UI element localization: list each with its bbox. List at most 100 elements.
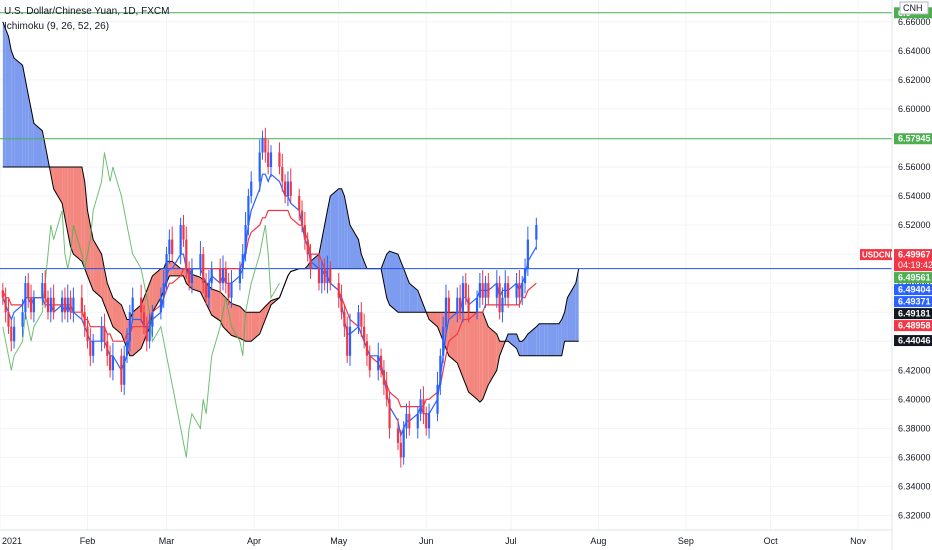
cloud-segment-4 xyxy=(14,58,23,167)
candle-body-134 xyxy=(526,239,529,269)
candle-3 xyxy=(10,319,13,352)
candle-84 xyxy=(329,261,332,291)
candle-body-51 xyxy=(202,254,205,284)
candle-119 xyxy=(467,284,470,323)
candle-body-113 xyxy=(444,297,448,327)
candle-body-1 xyxy=(4,297,7,313)
candle-51 xyxy=(202,246,205,294)
candle-body-24 xyxy=(92,341,95,356)
cloud-segment-9 xyxy=(33,123,43,167)
time-axis[interactable]: 2021 Feb Mar Apr May Jun Jul Aug Sep Oct Nov xyxy=(0,529,892,546)
candle-body-23 xyxy=(89,341,92,356)
candle-body-94 xyxy=(368,355,371,371)
symbol-tag-label: USDCNH xyxy=(862,251,896,260)
symbol-badge-bg xyxy=(899,1,929,15)
symbol-badge-text: CNH xyxy=(903,3,923,13)
price-tick-label-9: 6.48000 xyxy=(898,278,931,288)
candle-body-66 xyxy=(261,137,264,153)
cloud-segment-81 xyxy=(321,225,325,269)
candle-body-71 xyxy=(281,166,284,182)
candle-22 xyxy=(86,316,89,349)
price-tag-bg xyxy=(894,308,932,320)
cloud-segment-29 xyxy=(112,297,122,334)
price-tag-3: 6.49371 xyxy=(894,296,932,308)
candle-body-12 xyxy=(46,297,50,313)
cloud-segment-103 xyxy=(406,275,410,313)
candle-124 xyxy=(487,272,490,305)
candle-75 xyxy=(298,188,301,221)
candle-35 xyxy=(140,284,143,323)
price-tick-label-15: 6.36000 xyxy=(898,452,931,462)
candle-109 xyxy=(427,403,431,439)
candle-79 xyxy=(309,243,312,279)
candle-body-45 xyxy=(179,225,182,255)
candle-103 xyxy=(405,403,408,439)
price-tag-value: 6.49561 xyxy=(898,273,931,283)
time-tick-label-9: Oct xyxy=(764,536,779,546)
price-tag-5: 6.48958 xyxy=(894,320,932,332)
candle-4 xyxy=(13,316,16,349)
cloud-segment-2 xyxy=(8,36,12,167)
cloud-segment-135 xyxy=(536,323,540,356)
cloud-segment-120 xyxy=(477,312,480,403)
candle-41 xyxy=(162,270,165,308)
cloud-segment-60 xyxy=(239,306,243,340)
candle-body-58 xyxy=(227,283,230,298)
candle-8 xyxy=(29,284,33,320)
candle-body-121 xyxy=(478,283,481,298)
cloud-segment-82 xyxy=(324,210,328,269)
candle-134 xyxy=(526,226,529,276)
candle-body-108 xyxy=(425,413,428,429)
cloud-segment-137 xyxy=(541,323,545,356)
cloud-segment-144 xyxy=(567,283,576,342)
candle-101 xyxy=(399,429,402,468)
candle-90 xyxy=(357,304,360,334)
horizontal-lines[interactable] xyxy=(0,12,892,270)
candle-body-65 xyxy=(258,152,261,182)
price-tick-label-5: 6.56000 xyxy=(898,162,931,172)
cloud-segment-64 xyxy=(251,312,260,342)
candle-0 xyxy=(1,283,4,305)
candle-body-11 xyxy=(44,283,47,298)
candle-76 xyxy=(300,200,304,233)
candle-body-119 xyxy=(467,297,470,313)
candle-body-25 xyxy=(100,326,103,342)
candle-86 xyxy=(340,284,343,320)
price-tag-bg xyxy=(894,335,932,347)
cloud-segment-8 xyxy=(31,108,34,167)
candle-body-6 xyxy=(24,283,27,313)
price-tag-bg xyxy=(894,272,932,284)
candle-96 xyxy=(379,348,383,378)
candle-93 xyxy=(365,333,369,366)
candle-body-118 xyxy=(464,283,467,298)
candle-5 xyxy=(21,299,24,337)
indicator-label[interactable]: Ichimoku (9, 26, 52, 26) xyxy=(4,21,110,32)
candle-body-106 xyxy=(419,399,422,414)
candle-body-130 xyxy=(515,283,518,298)
price-tag-value: 6.49181 xyxy=(898,309,931,319)
candle-body-128 xyxy=(504,283,507,298)
candle-72 xyxy=(284,174,287,204)
candle-59 xyxy=(230,270,233,308)
chart-title[interactable]: U.S. Dollar/Chinese Yuan, 1D, FXCM xyxy=(4,6,170,17)
cloud-segment-26 xyxy=(104,268,108,313)
price-tick-label-2: 6.62000 xyxy=(898,75,931,85)
cloud-segment-30 xyxy=(121,304,125,342)
candle-body-52 xyxy=(204,283,208,298)
candle-body-110 xyxy=(436,384,439,414)
cloud-segment-5 xyxy=(22,65,26,167)
candle-71 xyxy=(281,153,284,192)
candle-20 xyxy=(80,284,83,320)
candle-135 xyxy=(535,217,538,250)
time-tick-label-4: May xyxy=(330,536,348,546)
price-tag-bg xyxy=(894,296,932,308)
cloud-segment-62 xyxy=(245,312,249,342)
candle-78 xyxy=(306,232,309,262)
candle-body-55 xyxy=(219,268,222,284)
candle-98 xyxy=(385,371,388,407)
price-tick-label-16: 6.34000 xyxy=(898,481,931,491)
candle-92 xyxy=(363,313,366,349)
candle-130 xyxy=(515,272,518,305)
